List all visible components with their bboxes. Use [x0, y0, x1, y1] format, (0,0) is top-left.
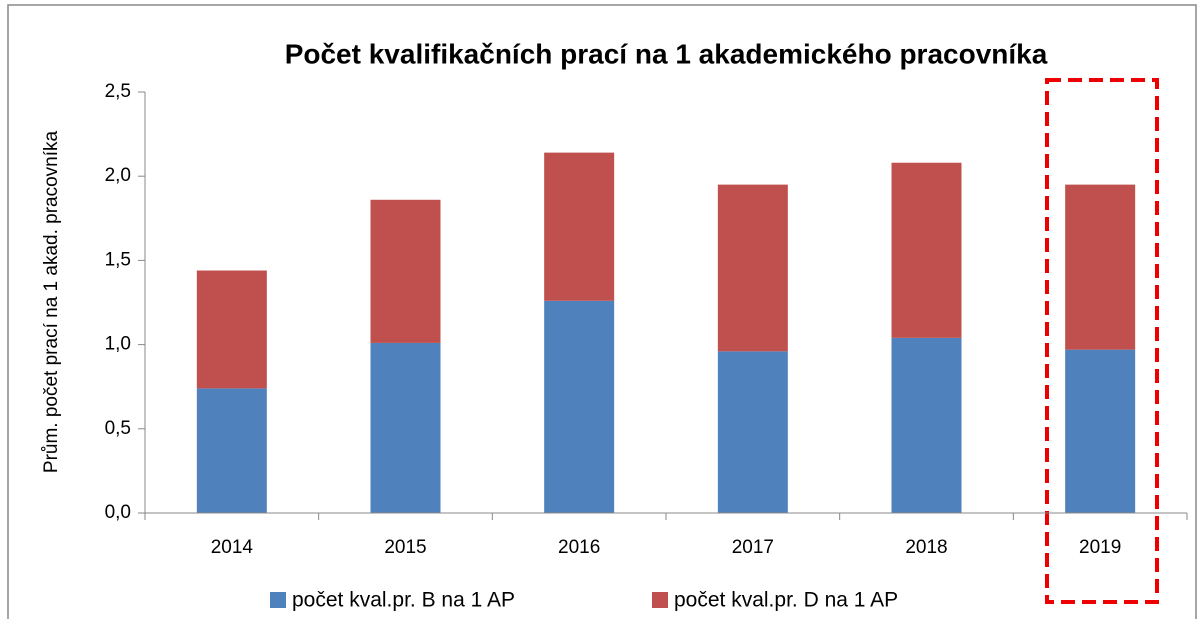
- x-tick-label: 2016: [558, 537, 600, 558]
- bar-segment: [544, 152, 615, 301]
- y-tick-label: 2,5: [105, 81, 131, 102]
- y-tick-label: 1,0: [105, 334, 131, 355]
- x-tick-label: 2017: [732, 537, 774, 558]
- legend-swatch: [652, 592, 668, 608]
- y-tick-label: 0,0: [105, 502, 131, 523]
- bar-segment: [1065, 184, 1136, 350]
- bar-segment: [196, 270, 267, 389]
- bar-segment: [544, 300, 615, 513]
- bar-segment: [196, 388, 267, 513]
- chart-title: Počet kvalifikačních prací na 1 akademic…: [285, 38, 1048, 69]
- highlight-box: [1045, 78, 1159, 604]
- bar-segment: [891, 337, 962, 513]
- legend-label: počet kval.pr. D na 1 AP: [674, 589, 898, 612]
- x-tick-label: 2015: [384, 537, 426, 558]
- y-tick-label: 2,0: [105, 165, 131, 186]
- bar-segment: [370, 342, 441, 513]
- y-axis-label: Prům. počet prací na 1 akad. pracovníka: [41, 130, 62, 473]
- bar-segment: [717, 184, 788, 352]
- y-tick-label: 0,5: [105, 418, 131, 439]
- bar-segment: [891, 162, 962, 338]
- bar-segment: [717, 351, 788, 513]
- bar-segment: [1065, 349, 1136, 513]
- bar-segment: [370, 199, 441, 343]
- legend-label: počet kval.pr. B na 1 AP: [292, 589, 515, 612]
- x-tick-label: 2019: [1079, 537, 1121, 558]
- legend-swatch: [270, 592, 286, 608]
- y-tick-label: 1,5: [105, 249, 131, 270]
- x-tick-label: 2018: [905, 537, 947, 558]
- x-tick-label: 2014: [211, 537, 254, 558]
